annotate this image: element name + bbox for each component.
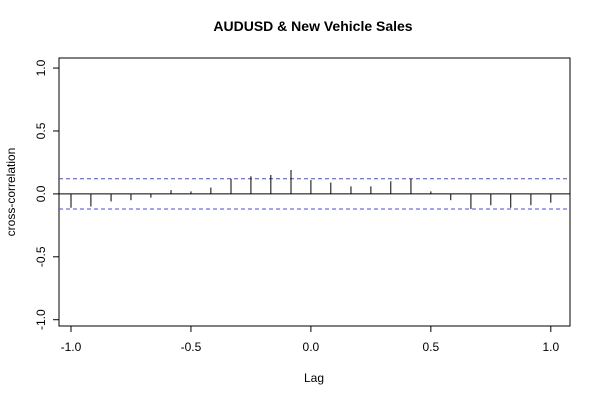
x-tick-label: 0.0	[303, 340, 320, 354]
y-axis: -1.0 -0.5 0.0 0.5 1.0	[34, 59, 59, 330]
y-tick-label: 1.0	[34, 59, 48, 76]
x-tick-label: 0.5	[423, 340, 440, 354]
y-tick-label: -1.0	[34, 309, 48, 330]
chart-title: AUDUSD & New Vehicle Sales	[213, 18, 412, 34]
x-tick-label: -1.0	[61, 340, 82, 354]
y-tick-label: -0.5	[34, 246, 48, 267]
x-axis: -1.0 -0.5 0.0 0.5 1.0	[61, 326, 559, 354]
plot-frame	[58, 57, 571, 327]
x-tick-label: 1.0	[542, 340, 559, 354]
x-axis-label: Lag	[304, 371, 324, 385]
y-tick-label: 0.5	[34, 122, 48, 139]
y-tick-label: 0.0	[34, 185, 48, 202]
x-tick-label: -0.5	[181, 340, 202, 354]
spike-series	[70, 169, 552, 209]
y-axis-label: cross-correlation	[4, 148, 18, 237]
